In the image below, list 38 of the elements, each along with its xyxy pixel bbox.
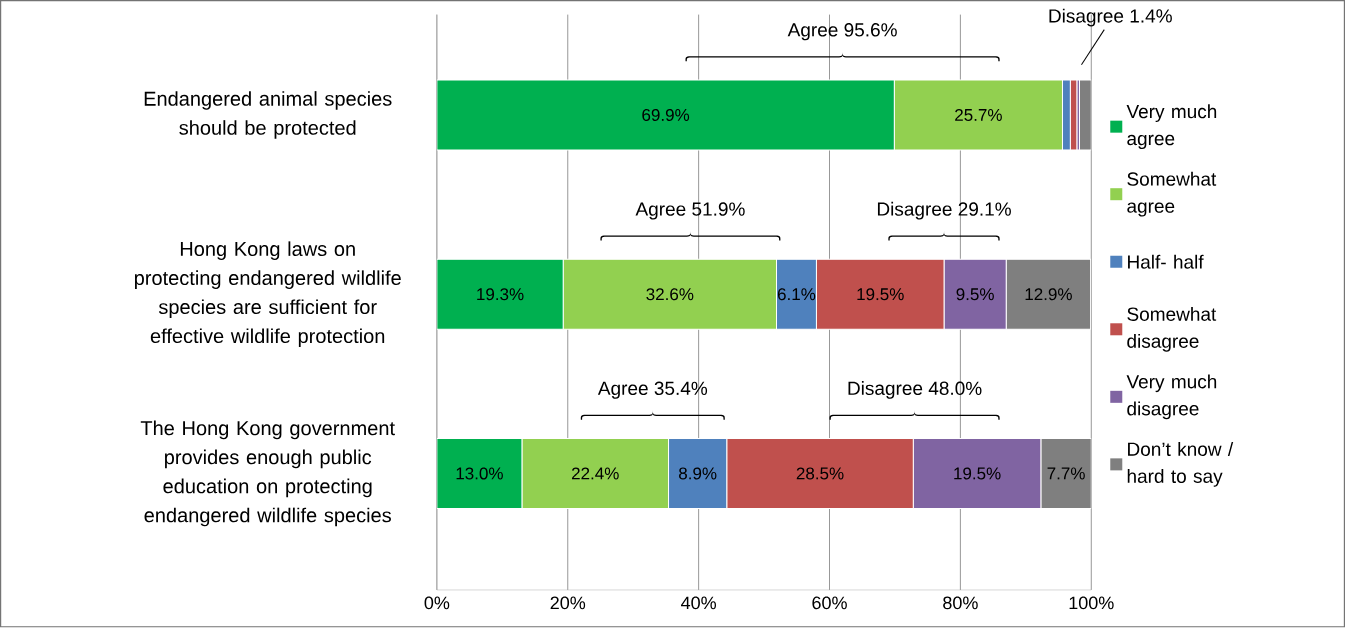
y-tick-label: The Hong Kong government provides enough public education on protecting endangered wildlife species	[140, 420, 395, 527]
bar	[436, 79, 895, 151]
data-label: 7.7%	[1047, 467, 1085, 480]
data-label: 19.3%	[477, 288, 524, 301]
x-tick-label: 60%	[812, 596, 847, 610]
legend-label: Half- half	[1128, 254, 1204, 269]
annotation: Agree 95.6%	[787, 23, 897, 41]
legend-label: Somewhat disagree	[1127, 307, 1217, 352]
data-label: 19.5%	[857, 288, 904, 301]
legend-label: Very much agree	[1126, 104, 1217, 150]
data-label: 13.0%	[456, 467, 503, 480]
legend-label: Very much disagree	[1126, 374, 1217, 420]
data-label: 6.1%	[777, 288, 816, 301]
bar	[436, 438, 523, 510]
annotation: Disagree 1.4%	[1049, 8, 1172, 27]
annotation: Disagree 29.1%	[877, 202, 1011, 220]
annotation: Agree 35.4%	[597, 381, 708, 399]
x-tick-label: 20%	[550, 596, 586, 610]
data-label: 8.9%	[679, 467, 717, 480]
data-label: 9.5%	[956, 288, 994, 301]
data-label: 32.6%	[646, 288, 694, 301]
data-label: 22.4%	[571, 467, 619, 480]
x-tick-label: 80%	[943, 596, 978, 610]
bar	[436, 258, 564, 330]
data-label: 19.5%	[954, 467, 1001, 480]
legend-label: Don’t know / hard to say	[1127, 442, 1234, 487]
x-tick-label: 100%	[1069, 596, 1114, 610]
y-tick-label: Endangered animal species should be protected	[144, 91, 392, 140]
annotation: Agree 51.9%	[635, 202, 745, 220]
y-tick-label: Hong Kong laws on protecting endangered wildlife species are sufficient for effective wildlife protection	[134, 241, 401, 348]
data-label: 69.9%	[642, 109, 690, 122]
legend-label: Somewhat agree	[1127, 172, 1217, 217]
data-label: 12.9%	[1025, 288, 1072, 301]
annotation: Disagree 48.0%	[848, 381, 982, 399]
x-tick-label: 40%	[681, 596, 716, 610]
data-label: 28.5%	[796, 467, 844, 480]
x-tick-label: 0%	[424, 596, 450, 610]
data-label: 25.7%	[955, 109, 1002, 122]
